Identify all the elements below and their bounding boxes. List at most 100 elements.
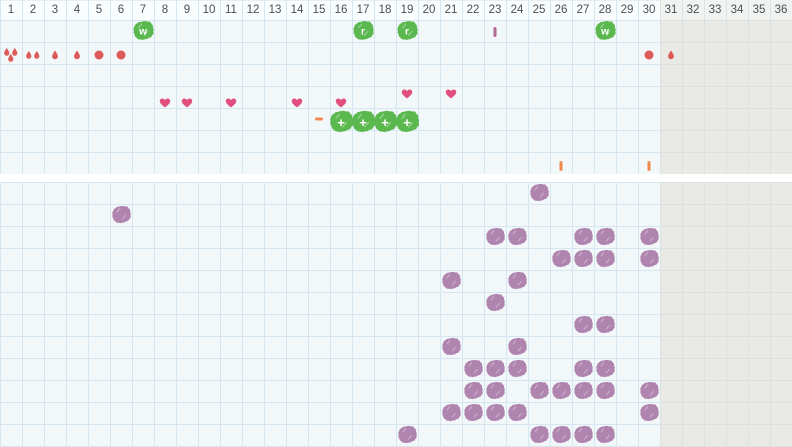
heart-marker[interactable] [446,89,457,99]
day-number: 21 [440,0,462,20]
purple-flower-marker[interactable] [111,205,132,226]
orange-tick-marker[interactable] [648,161,651,171]
purple-flower-marker[interactable] [551,249,572,270]
purple-flower-marker[interactable] [595,315,616,336]
day-number: 4 [66,0,88,20]
purple-flower-marker[interactable] [595,249,616,270]
day-number: 9 [176,0,198,20]
purple-flower-marker[interactable] [507,227,528,248]
purple-flower-marker[interactable] [441,337,462,358]
flower-w-marker[interactable]: w [132,20,155,43]
purple-flower-marker[interactable] [639,403,660,424]
drop-marker[interactable] [74,51,81,60]
day-number: 35 [748,0,770,20]
day-number: 27 [572,0,594,20]
purple-flower-marker[interactable] [639,381,660,402]
day-number: 8 [154,0,176,20]
day-number: 28 [594,0,616,20]
purple-flower-marker[interactable] [595,381,616,402]
svg-text:r: r [361,26,365,37]
dot-marker[interactable] [117,51,126,60]
flower-plus-marker[interactable]: + [394,109,420,135]
flower-chart-grid[interactable] [0,182,792,447]
purple-flower-marker[interactable] [441,403,462,424]
day-number: 30 [638,0,660,20]
svg-text:+: + [403,115,411,130]
svg-text:+: + [359,115,367,130]
flower-w-marker[interactable]: w [594,20,617,43]
flower-r-marker[interactable]: r [396,20,419,43]
purple-bar-marker[interactable] [494,27,497,37]
heart-marker[interactable] [336,98,347,108]
day-number: 31 [660,0,682,20]
heart-marker[interactable] [402,89,413,99]
day-number: 11 [220,0,242,20]
day-number: 17 [352,0,374,20]
purple-flower-marker[interactable] [573,249,594,270]
heart-marker[interactable] [160,98,171,108]
purple-flower-marker[interactable] [397,425,418,446]
beyond-cycle-overlay-top [660,20,792,174]
dot-marker[interactable] [95,51,104,60]
heart-marker[interactable] [226,98,237,108]
svg-text:+: + [381,115,389,130]
purple-flower-marker[interactable] [595,425,616,446]
cycle-tracker-app: 1234567891011121314151617181920212223242… [0,0,792,447]
drop-marker[interactable] [26,51,41,59]
purple-flower-marker[interactable] [551,425,572,446]
purple-flower-marker[interactable] [529,381,550,402]
purple-flower-marker[interactable] [573,359,594,380]
purple-flower-marker[interactable] [485,381,506,402]
day-number: 33 [704,0,726,20]
day-number: 12 [242,0,264,20]
drop-marker[interactable] [52,51,59,60]
svg-text:+: + [337,115,345,130]
day-number: 34 [726,0,748,20]
svg-text:r: r [405,26,409,37]
beyond-cycle-overlay-bottom [660,182,792,447]
symptom-grid[interactable]: w r r w + + + + [0,20,792,174]
dot-marker[interactable] [645,51,654,60]
purple-flower-marker[interactable] [507,337,528,358]
purple-flower-marker[interactable] [573,227,594,248]
purple-flower-marker[interactable] [551,381,572,402]
day-number: 3 [44,0,66,20]
purple-flower-marker[interactable] [573,381,594,402]
purple-flower-marker[interactable] [595,359,616,380]
heart-marker[interactable] [292,98,303,108]
purple-flower-marker[interactable] [507,271,528,292]
purple-flower-marker[interactable] [573,315,594,336]
purple-flower-marker[interactable] [463,403,484,424]
purple-flower-marker[interactable] [485,403,506,424]
purple-flower-marker[interactable] [485,293,506,314]
day-number: 24 [506,0,528,20]
orange-tick-marker[interactable] [560,161,563,171]
day-header-row: 1234567891011121314151617181920212223242… [0,0,792,20]
orange-dash-marker[interactable] [315,118,323,121]
flower-r-marker[interactable]: r [352,20,375,43]
purple-flower-marker[interactable] [507,403,528,424]
day-number: 29 [616,0,638,20]
day-number: 2 [22,0,44,20]
purple-flower-marker[interactable] [573,425,594,446]
day-number: 25 [528,0,550,20]
purple-flower-marker[interactable] [639,249,660,270]
purple-flower-marker[interactable] [529,425,550,446]
day-number: 10 [198,0,220,20]
purple-flower-marker[interactable] [441,271,462,292]
heart-marker[interactable] [182,98,193,108]
day-number: 1 [0,0,22,20]
purple-flower-marker[interactable] [529,183,550,204]
purple-flower-marker[interactable] [463,381,484,402]
purple-flower-marker[interactable] [595,227,616,248]
day-number: 36 [770,0,792,20]
day-number: 13 [264,0,286,20]
purple-flower-marker[interactable] [639,227,660,248]
purple-flower-marker[interactable] [463,359,484,380]
purple-flower-marker[interactable] [485,227,506,248]
drop-marker[interactable] [668,51,675,60]
day-number: 14 [286,0,308,20]
drop-marker[interactable] [4,48,19,62]
purple-flower-marker[interactable] [485,359,506,380]
purple-flower-marker[interactable] [507,359,528,380]
